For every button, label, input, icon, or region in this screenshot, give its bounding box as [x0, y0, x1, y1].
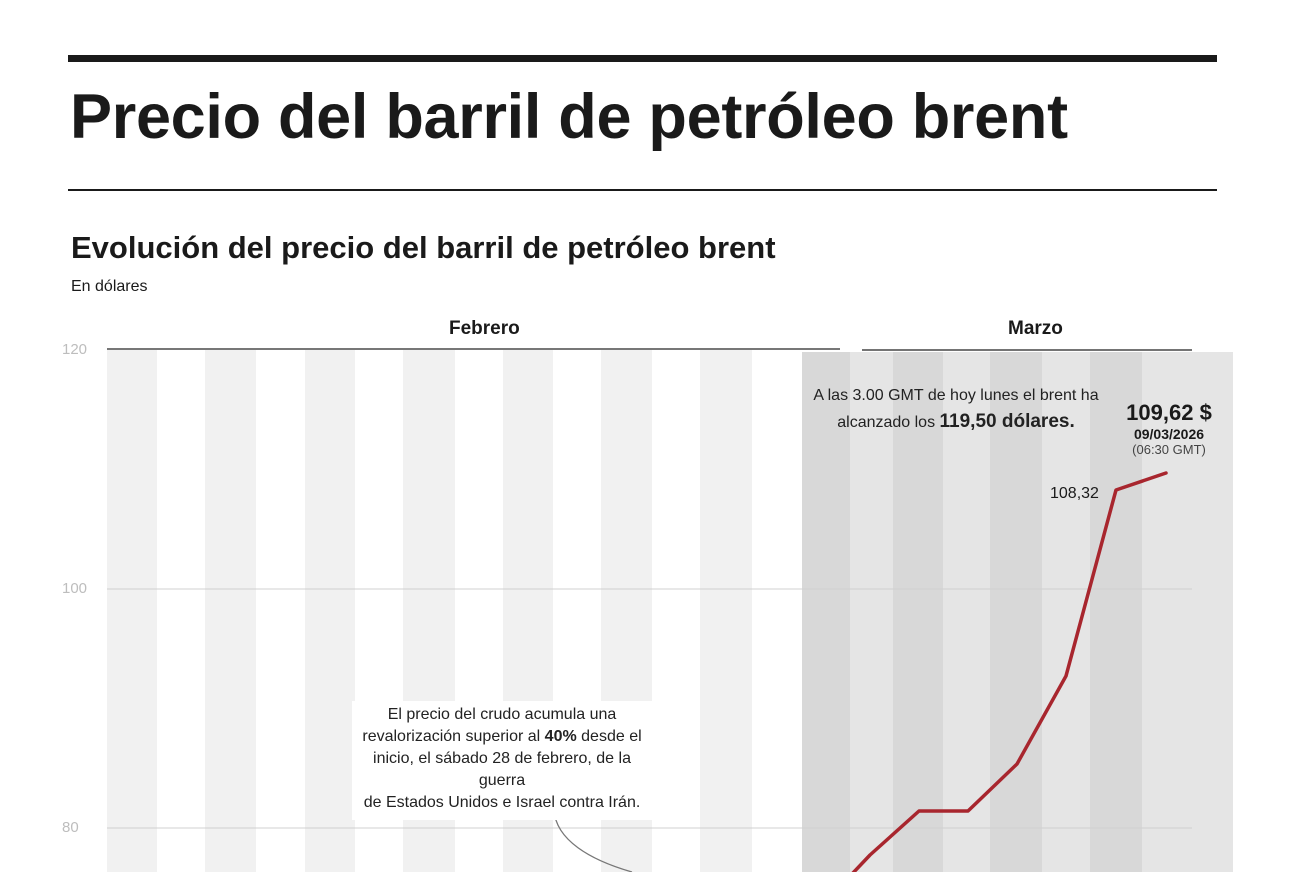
last-value-date: 09/03/2026 — [1133, 426, 1205, 442]
war-annotation: El precio del crudo acumula una revalori… — [352, 701, 652, 820]
last-value: 109,62 $ — [1126, 400, 1212, 425]
point-label-108: 108,32 — [1050, 485, 1099, 502]
price-line — [851, 471, 1168, 872]
last-value-label: 109,62 $ 09/03/2026 (06:30 GMT) — [1110, 400, 1228, 457]
page-title: Precio del barril de petróleo brent — [70, 82, 1068, 152]
chart-title: Evolución del precio del barril de petró… — [71, 230, 776, 265]
peak-annotation: A las 3.00 GMT de hoy lunes el brent ha … — [796, 383, 1116, 436]
last-value-time: (06:30 GMT) — [1132, 442, 1206, 457]
annotation-line: A las 3.00 GMT de hoy lunes el brent ha — [813, 387, 1099, 404]
annotation-line: de Estados Unidos e Israel contra Irán. — [363, 794, 641, 811]
annotation-line: alcanzado los 119,50 dólares. — [837, 411, 1075, 432]
chart-subtitle: En dólares — [71, 278, 148, 295]
month-label-marzo: Marzo — [1008, 318, 1063, 339]
annotation-line: El precio del crudo acumula una — [387, 706, 617, 723]
y-tick-120: 120 — [62, 341, 88, 358]
gridlines — [107, 588, 1192, 829]
february-stripes — [107, 350, 752, 872]
y-tick-100: 100 — [62, 580, 88, 597]
annotation-line: inicio, el sábado 28 de febrero, de la g… — [373, 750, 631, 789]
march-stripes — [802, 352, 1233, 872]
y-tick-80: 80 — [62, 819, 79, 836]
annotation-line: revalorización superior al 40% desde el — [362, 728, 642, 745]
top-rule — [68, 55, 1217, 62]
month-label-febrero: Febrero — [449, 318, 520, 339]
title-divider — [68, 189, 1217, 191]
